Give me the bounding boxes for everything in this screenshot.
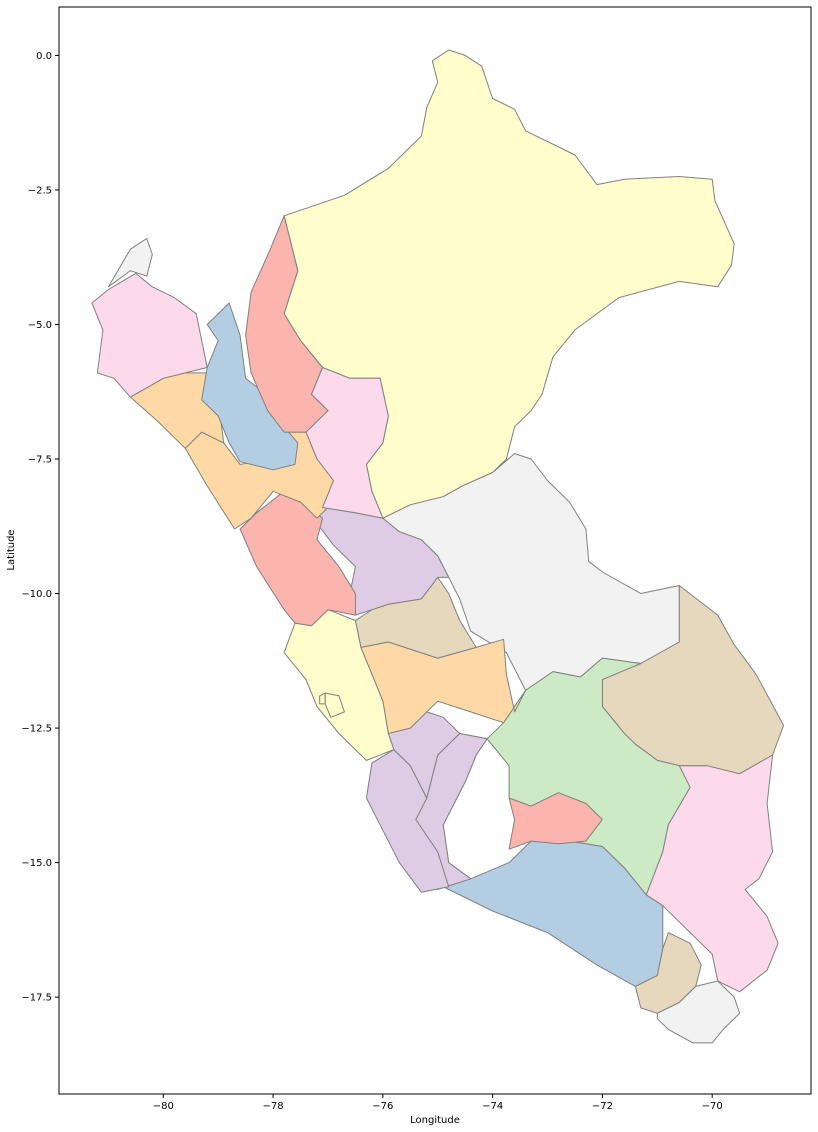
y-axis-label: Latitude bbox=[6, 529, 17, 570]
x-axis-ticks: −80 −78 −76 −74 −72 −70 bbox=[153, 1094, 723, 1112]
region-lima bbox=[283, 609, 395, 761]
region-cajamarca bbox=[201, 302, 299, 471]
region-san-martin bbox=[305, 367, 389, 519]
y-tick-label: −17.5 bbox=[21, 993, 52, 1004]
region-piura bbox=[91, 272, 208, 398]
x-tick-label: −80 bbox=[153, 1101, 174, 1112]
x-tick-label: −76 bbox=[372, 1101, 393, 1112]
x-tick-label: −72 bbox=[592, 1101, 613, 1112]
region-apurimac bbox=[508, 792, 603, 850]
y-tick-label: −15.0 bbox=[21, 858, 52, 869]
region-huanuco bbox=[316, 507, 450, 616]
regions-layer bbox=[91, 49, 785, 1044]
y-tick-label: −7.5 bbox=[28, 455, 52, 466]
region-tumbes bbox=[107, 237, 153, 288]
x-tick-label: −74 bbox=[482, 1101, 503, 1112]
x-tick-label: −70 bbox=[702, 1101, 723, 1112]
region-moquegua bbox=[634, 932, 702, 1014]
y-tick-label: −2.5 bbox=[28, 185, 52, 196]
region-tacna bbox=[656, 980, 741, 1044]
x-axis-label: Longitude bbox=[410, 1115, 460, 1126]
region-puno bbox=[645, 754, 779, 993]
y-tick-label: −10.0 bbox=[21, 589, 52, 600]
y-tick-label: −5.0 bbox=[28, 320, 52, 331]
region-lima-provincia bbox=[324, 692, 345, 718]
x-tick-label: −78 bbox=[263, 1101, 284, 1112]
y-tick-label: 0.0 bbox=[36, 51, 52, 62]
y-tick-label: −12.5 bbox=[21, 724, 52, 735]
y-axis-ticks: 0.0 −2.5 −5.0 −7.5 −10.0 −12.5 −15.0 −17.5 bbox=[21, 51, 59, 1004]
